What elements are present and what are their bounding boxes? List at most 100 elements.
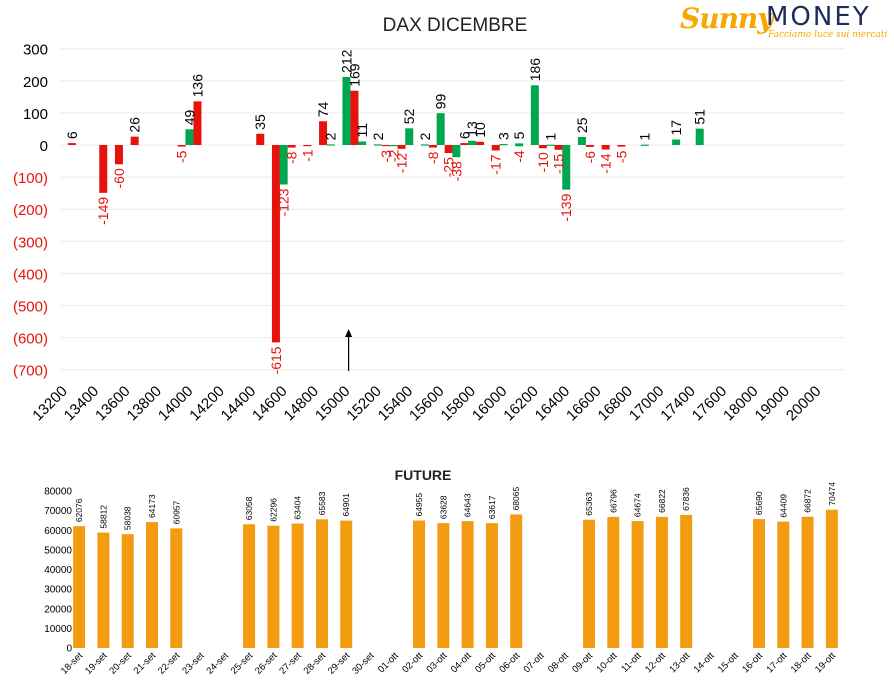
future-bar xyxy=(243,524,256,648)
top-bar-label: 5 xyxy=(511,131,527,139)
bottom-chart-title: FUTURE xyxy=(395,467,452,483)
top-ytick-label: (700) xyxy=(13,363,48,380)
top-bar xyxy=(271,145,280,343)
future-xtick-label: 17-ott xyxy=(764,650,789,675)
future-xtick-label: 14-ott xyxy=(692,650,717,675)
future-xtick-label: 24-set xyxy=(204,650,231,677)
up-arrow-icon xyxy=(345,329,353,337)
top-bar xyxy=(468,140,477,145)
future-bar xyxy=(170,528,183,648)
top-xtick-label: 13400 xyxy=(61,383,103,425)
future-bar-label: 63617 xyxy=(487,495,497,519)
future-bar-label: 63628 xyxy=(438,495,448,519)
top-bar xyxy=(342,76,351,145)
future-bar-label: 63058 xyxy=(244,496,254,520)
future-bar xyxy=(753,519,766,648)
future-bar xyxy=(121,534,134,648)
future-bar xyxy=(510,514,523,648)
future-bar xyxy=(631,521,644,648)
top-xtick-label: 14400 xyxy=(218,383,260,425)
top-ytick-label: (200) xyxy=(13,202,48,219)
future-bar xyxy=(267,525,280,648)
top-bar-label: -5 xyxy=(613,150,629,163)
top-bar-label: -4 xyxy=(511,150,527,163)
top-bar-label: -15 xyxy=(551,154,567,174)
logo-brand-right: MONEY xyxy=(766,2,871,32)
top-ytick-label: (400) xyxy=(13,266,48,283)
future-xtick-label: 05-ott xyxy=(473,650,498,675)
top-bar xyxy=(405,128,414,145)
top-bar xyxy=(326,144,335,146)
top-bar xyxy=(554,145,563,150)
top-bar-label: 17 xyxy=(668,120,684,136)
future-bar-label: 67836 xyxy=(681,487,691,511)
future-bar xyxy=(583,519,596,648)
top-bar-label: 1 xyxy=(543,133,559,141)
future-bar xyxy=(145,522,158,648)
future-xtick-label: 30-set xyxy=(350,650,377,677)
future-bar-label: 66796 xyxy=(608,489,618,513)
logo-tagline: Facciamo luce sui mercati xyxy=(768,30,888,40)
top-bar-label: -615 xyxy=(268,346,284,374)
top-bar-label: 52 xyxy=(401,109,417,125)
future-xtick-label: 02-ott xyxy=(400,650,425,675)
top-bar-label: -25 xyxy=(441,157,457,177)
top-bar-label: 25 xyxy=(574,117,590,133)
top-bar-label: 2 xyxy=(370,132,386,140)
future-bar xyxy=(485,523,498,648)
top-bar-label: 212 xyxy=(338,49,354,73)
future-bar xyxy=(437,523,450,648)
top-ytick-label: (500) xyxy=(13,299,48,316)
future-xtick-label: 26-set xyxy=(253,650,280,677)
top-bar xyxy=(303,145,312,147)
top-bar-label: 49 xyxy=(181,109,197,125)
top-bar xyxy=(562,145,571,190)
future-xtick-label: 27-set xyxy=(277,650,304,677)
top-bar-label: -10 xyxy=(535,152,551,172)
top-xtick-label: 16600 xyxy=(563,383,605,425)
top-bar xyxy=(177,145,186,147)
future-ytick-label: 30000 xyxy=(44,585,72,596)
future-bar xyxy=(315,519,328,648)
future-bar-label: 60957 xyxy=(171,500,181,524)
future-xtick-label: 28-set xyxy=(302,650,329,677)
future-bar-label: 70474 xyxy=(827,482,837,506)
future-bar-label: 63404 xyxy=(293,496,303,520)
future-bar-label: 58812 xyxy=(98,505,108,529)
top-bar xyxy=(601,145,610,150)
top-bar xyxy=(99,145,108,193)
future-bar xyxy=(801,516,814,648)
top-bar xyxy=(546,144,555,146)
future-ytick-label: 0 xyxy=(66,644,72,655)
future-xtick-label: 09-ott xyxy=(570,650,595,675)
top-bar-label: -6 xyxy=(582,151,598,164)
future-bar-label: 64643 xyxy=(463,493,473,517)
future-bar-label: 64409 xyxy=(778,494,788,518)
top-xtick-label: 15200 xyxy=(343,383,385,425)
top-bar-label: -17 xyxy=(488,154,504,174)
future-bar xyxy=(461,521,474,648)
top-xtick-label: 15000 xyxy=(312,383,354,425)
future-xtick-label: 01-ott xyxy=(376,650,401,675)
top-bar-label: -3 xyxy=(378,150,394,163)
future-bar xyxy=(291,523,304,648)
future-ytick-label: 50000 xyxy=(44,545,72,556)
top-bar xyxy=(114,145,123,165)
top-xtick-label: 13200 xyxy=(29,383,71,425)
future-xtick-label: 22-set xyxy=(156,650,183,677)
top-bar xyxy=(287,145,296,148)
future-xtick-label: 10-ott xyxy=(594,650,619,675)
future-bar xyxy=(655,516,668,648)
top-bar-label: -1 xyxy=(299,149,315,162)
top-bar xyxy=(373,144,382,146)
top-bar-label: 3 xyxy=(495,132,511,140)
top-bar-label: 2 xyxy=(323,132,339,140)
top-bar xyxy=(538,145,547,149)
future-ytick-label: 40000 xyxy=(44,565,72,576)
top-xtick-label: 13600 xyxy=(92,383,134,425)
top-bar xyxy=(279,145,288,185)
top-ytick-label: 100 xyxy=(23,106,48,123)
top-bar-label: 186 xyxy=(527,58,543,82)
future-bar-label: 64674 xyxy=(633,493,643,517)
top-bar xyxy=(319,121,328,145)
